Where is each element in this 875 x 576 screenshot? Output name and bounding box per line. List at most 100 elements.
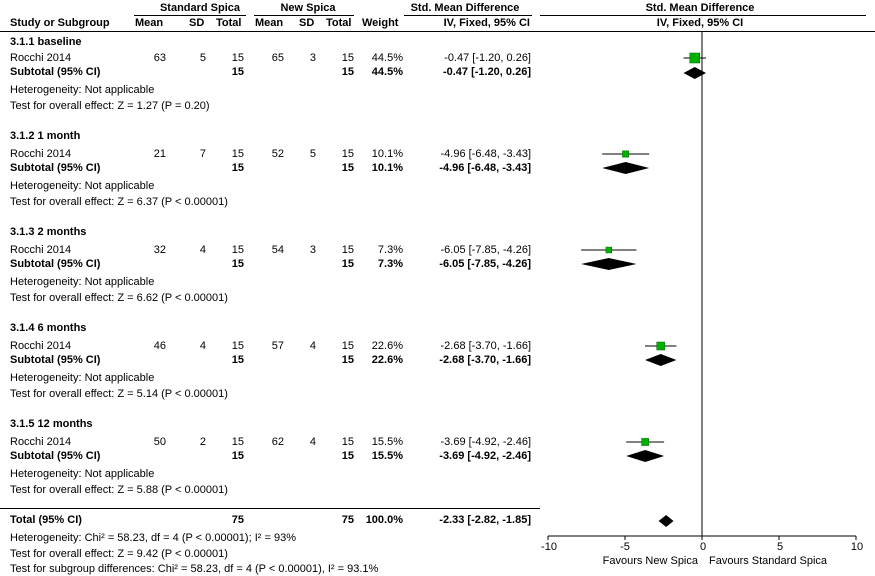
overall-effect-text: Test for overall effect: Z = 1.27 (P = 0… [10,100,210,112]
study-point-marker [689,52,701,64]
total-weight: 100.0% [365,514,403,526]
plot-title: Std. Mean Difference [645,2,755,14]
group2-underline [254,15,354,16]
subgroup-title: 3.1.5 12 months [10,418,93,430]
total-heterogeneity-text: Heterogeneity: Chi² = 58.23, df = 4 (P <… [10,532,296,544]
sd1-value: 7 [199,148,206,160]
study-point-marker [641,438,649,446]
study-point-marker [622,150,630,158]
sd2-value: 3 [309,244,316,256]
header-bottom-rule [0,31,875,32]
subtotal-total1: 15 [231,450,244,462]
mean1-value: 63 [153,52,166,64]
total-rule [0,508,540,509]
subtotal-label: Subtotal (95% CI) [10,354,101,366]
study-column-header: Study or Subgroup [10,17,110,29]
favours-right-label: Favours Standard Spica [709,555,828,567]
mean1-header: Mean [135,17,164,29]
study-name: Rocchi 2014 [10,244,72,256]
favours-left-label: Favours New Spica [602,555,698,567]
sd1-value: 5 [199,52,206,64]
study-point-marker [656,341,665,351]
sd2-value: 4 [309,340,316,352]
ci-value: -3.69 [-4.92, -2.46] [440,436,532,448]
sd1-value: 4 [199,340,206,352]
subtotal-diamond [626,450,665,462]
overall-effect-text: Test for overall effect: Z = 6.37 (P < 0… [10,196,228,208]
subtotal-weight: 10.1% [371,162,403,174]
heterogeneity-text: Heterogeneity: Not applicable [10,84,155,96]
axis-tick-label: -10 [541,541,557,553]
axis-tick-label: 5 [776,541,784,553]
plot-underline [540,15,866,16]
total2-value: 15 [341,436,354,448]
sd2-value: 3 [309,52,316,64]
study-name: Rocchi 2014 [10,52,72,64]
subgroup-title: 3.1.1 baseline [10,36,82,48]
subtotal-weight: 7.3% [377,258,403,270]
subtotal-ci: -4.96 [-6.48, -3.43] [439,162,531,174]
total-overall-effect-text: Test for overall effect: Z = 9.42 (P < 0… [10,548,228,560]
ci-value: -6.05 [-7.85, -4.26] [440,244,532,256]
study-point-marker [605,246,612,254]
subtotal-ci: -0.47 [-1.20, 0.26] [442,66,531,78]
mean2-header: Mean [255,17,284,29]
mean1-value: 50 [153,436,166,448]
overall-diamond [658,515,674,527]
subtotal-diamond [683,67,707,79]
group1-header: Standard Spica [159,2,241,14]
total2-value: 15 [341,340,354,352]
sd1-value: 2 [199,436,206,448]
subgroup-title: 3.1.4 6 months [10,322,87,334]
subtotal-ci: -3.69 [-4.92, -2.46] [439,450,531,462]
ci-value: -4.96 [-6.48, -3.43] [440,148,532,160]
subtotal-ci: -6.05 [-7.85, -4.26] [439,258,531,270]
total-label: Total (95% CI) [10,514,82,526]
study-name: Rocchi 2014 [10,340,72,352]
sd2-value: 4 [309,436,316,448]
subgroup-title: 3.1.3 2 months [10,226,87,238]
mean2-value: 62 [271,436,284,448]
heterogeneity-text: Heterogeneity: Not applicable [10,180,155,192]
total1-header: Total [216,17,242,29]
mean2-value: 57 [271,340,284,352]
subtotal-total2: 15 [341,66,354,78]
total1-value: 15 [231,436,244,448]
subtotal-total1: 15 [231,66,244,78]
subtotal-total1: 15 [231,258,244,270]
mean2-value: 52 [271,148,284,160]
axis-tick-label: 0 [699,541,707,553]
subtotal-weight: 22.6% [371,354,403,366]
subtotal-total1: 15 [231,162,244,174]
mean1-value: 32 [153,244,166,256]
axis-tick-label: 10 [850,541,864,553]
total1-value: 15 [231,340,244,352]
effect-title: Std. Mean Difference [410,2,520,14]
subgroup-title: 3.1.2 1 month [10,130,81,142]
heterogeneity-text: Heterogeneity: Not applicable [10,276,155,288]
heterogeneity-text: Heterogeneity: Not applicable [10,468,155,480]
subtotal-weight: 44.5% [371,66,403,78]
total-total2: 75 [341,514,354,526]
subtotal-diamond [581,258,637,270]
plot-method-header: IV, Fixed, 95% CI [656,17,744,29]
subtotal-total2: 15 [341,258,354,270]
heterogeneity-text: Heterogeneity: Not applicable [10,372,155,384]
mean1-value: 21 [153,148,166,160]
study-name: Rocchi 2014 [10,436,72,448]
subtotal-weight: 15.5% [371,450,403,462]
subtotal-label: Subtotal (95% CI) [10,258,101,270]
subtotal-diamond [645,354,677,366]
subtotal-diamond [602,162,650,174]
weight-value: 10.1% [371,148,403,160]
overall-effect-text: Test for overall effect: Z = 5.88 (P < 0… [10,484,228,496]
total-total1: 75 [231,514,244,526]
total1-value: 15 [231,244,244,256]
mean1-value: 46 [153,340,166,352]
subtotal-total1: 15 [231,354,244,366]
subtotal-label: Subtotal (95% CI) [10,66,101,78]
study-name: Rocchi 2014 [10,148,72,160]
group1-underline [134,15,246,16]
subgroup-differences-text: Test for subgroup differences: Chi² = 58… [10,563,379,575]
